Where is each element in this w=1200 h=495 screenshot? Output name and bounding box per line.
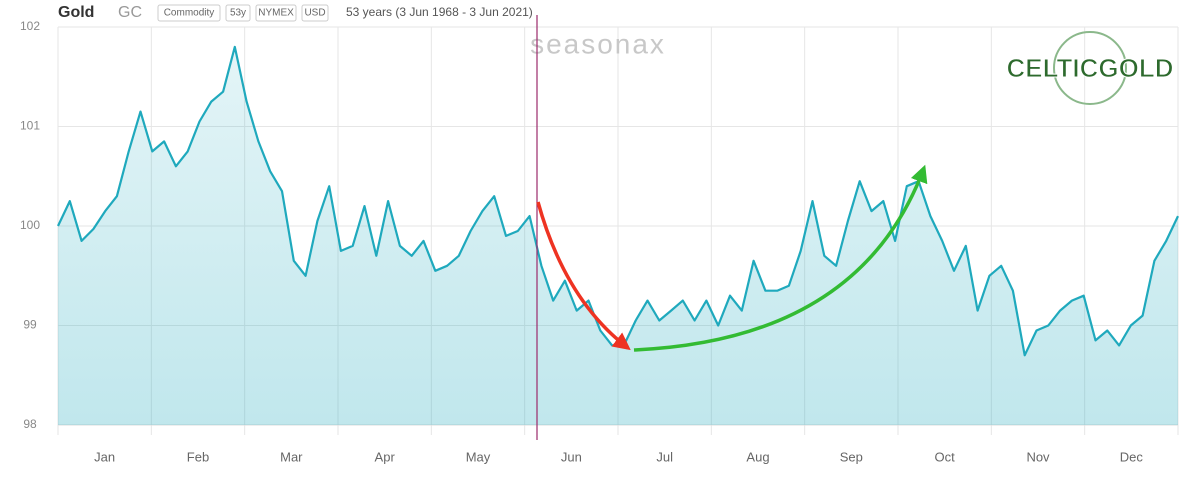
arrow-up xyxy=(633,164,928,352)
y-tick-label: 101 xyxy=(20,119,40,133)
x-tick-label: Nov xyxy=(1026,449,1050,464)
badge: NYMEX xyxy=(258,8,294,19)
x-tick-label: Apr xyxy=(375,449,396,464)
logo-text: CELTICGOLD xyxy=(1006,53,1173,83)
symbol: GC xyxy=(118,4,142,21)
area xyxy=(58,46,1178,426)
x-tick-label: Dec xyxy=(1120,449,1144,464)
badge: USD xyxy=(304,8,325,19)
badge-box xyxy=(157,4,221,22)
x-tick-label: Mar xyxy=(280,449,303,464)
badge: Commodity xyxy=(164,8,215,19)
badge-box xyxy=(255,4,297,22)
y-tick-label: 100 xyxy=(20,218,40,232)
logo: CELTICGOLD xyxy=(1006,31,1174,105)
header: Gold GC Commodity 53y NYMEX USD 53 years… xyxy=(58,4,533,22)
arrow-down xyxy=(536,201,631,351)
x-tick-label: Oct xyxy=(935,449,956,464)
badge-box xyxy=(301,4,329,22)
title: Gold xyxy=(58,4,94,21)
x-tick-label: Sep xyxy=(840,449,863,464)
x-tick-label: Feb xyxy=(187,449,209,464)
x-tick-label: Jul xyxy=(656,449,673,464)
y-tick-label: 99 xyxy=(23,318,37,332)
x-tick-label: Jun xyxy=(561,449,582,464)
x-tick-label: May xyxy=(466,449,491,464)
y-tick-label: 98 xyxy=(23,417,37,431)
badge: 53y xyxy=(230,8,246,19)
x-tick-label: Jan xyxy=(94,449,115,464)
period: 53 years (3 Jun 1968 - 3 Jun 2021) xyxy=(346,5,533,19)
badge-box xyxy=(225,4,251,22)
watermark: seasonax xyxy=(530,28,666,59)
x-tick-label: Aug xyxy=(746,449,769,464)
logo-knot xyxy=(1053,31,1127,105)
y-tick-label: 102 xyxy=(20,19,40,33)
